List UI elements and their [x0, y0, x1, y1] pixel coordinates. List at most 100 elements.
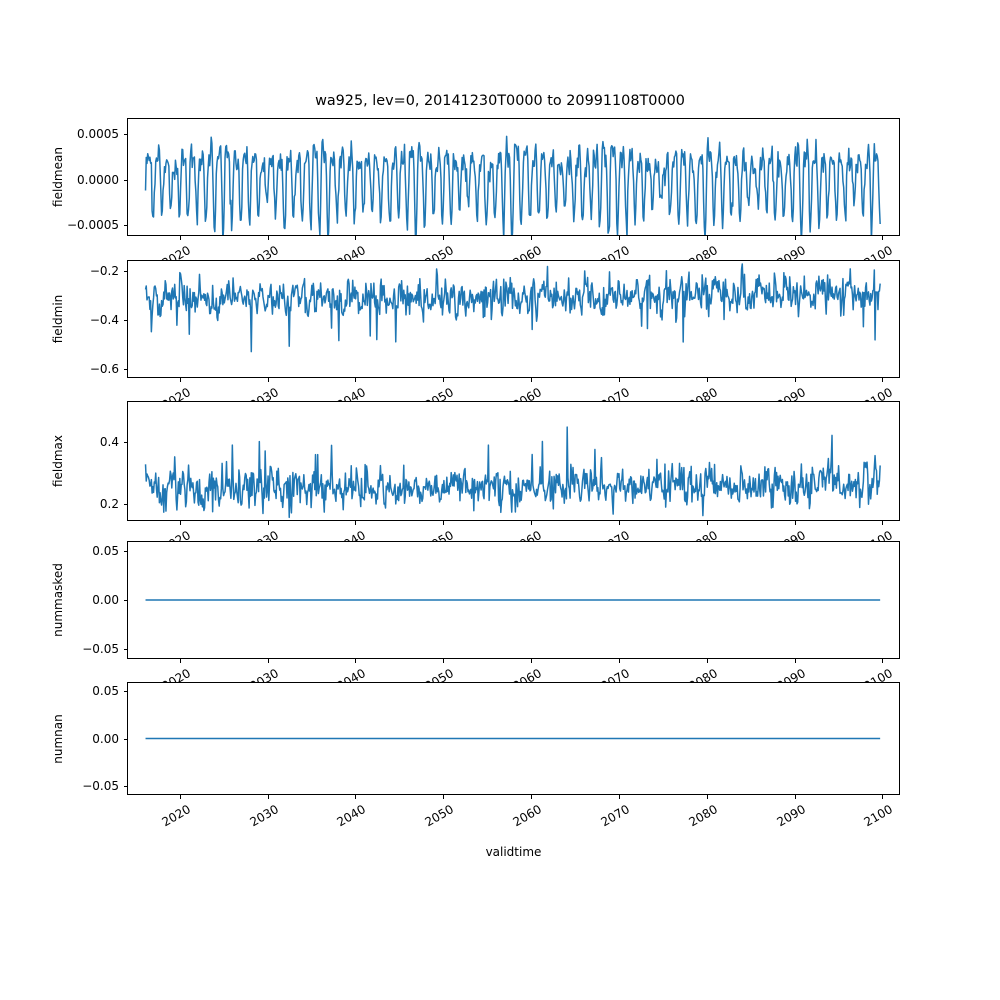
x-tick-mark — [267, 659, 269, 663]
x-tick-mark — [267, 795, 269, 799]
x-tick-mark — [618, 521, 620, 525]
x-tick-mark — [706, 521, 708, 525]
x-tick-mark — [179, 795, 181, 799]
y-tick-mark — [123, 369, 127, 371]
y-tick-label: 0.4 — [99, 434, 119, 449]
x-tick-mark — [443, 795, 445, 799]
plot-panel-fieldmin — [127, 260, 900, 378]
x-tick-mark — [179, 521, 181, 525]
y-tick-mark — [123, 503, 127, 505]
y-axis-label-fieldmin: fieldmin — [51, 294, 65, 344]
y-tick-label: −0.2 — [89, 264, 119, 279]
data-line-numnan — [145, 737, 881, 740]
y-tick-mark — [123, 271, 127, 273]
x-tick-label: 2020 — [159, 802, 193, 830]
x-tick-mark — [179, 236, 181, 240]
x-tick-mark — [355, 521, 357, 525]
x-tick-mark — [794, 378, 796, 382]
y-tick-label: −0.0005 — [66, 218, 119, 233]
x-tick-mark — [355, 378, 357, 382]
data-line-fieldmin — [144, 263, 881, 353]
x-tick-mark — [882, 795, 884, 799]
x-tick-mark — [531, 795, 533, 799]
x-tick-mark — [706, 378, 708, 382]
data-line-fieldmax — [144, 426, 881, 519]
y-axis-label-nummasked: nummasked — [51, 563, 65, 637]
y-tick-mark — [123, 785, 127, 787]
plot-panel-fieldmax — [127, 401, 900, 521]
x-tick-mark — [443, 378, 445, 382]
plot-panel-nummasked — [127, 541, 900, 659]
figure-title: wa925, lev=0, 20141230T0000 to 20991108T… — [315, 93, 685, 109]
y-tick-label: −0.6 — [89, 362, 119, 377]
x-tick-mark — [267, 521, 269, 525]
x-tick-mark — [618, 378, 620, 382]
x-tick-label: 2020 — [159, 243, 193, 260]
y-tick-mark — [123, 225, 127, 227]
y-tick-label: 0.2 — [99, 496, 119, 511]
data-line-fieldmean — [144, 135, 881, 235]
data-line-nummasked — [145, 599, 881, 601]
y-tick-label: 0.00 — [92, 731, 119, 746]
y-tick-label: −0.05 — [82, 642, 119, 657]
x-tick-mark — [706, 795, 708, 799]
x-tick-mark — [618, 236, 620, 240]
y-axis-label-numnan: numnan — [51, 713, 65, 764]
y-tick-mark — [123, 649, 127, 651]
x-tick-mark — [179, 659, 181, 663]
x-tick-mark — [531, 378, 533, 382]
x-tick-mark — [706, 236, 708, 240]
y-tick-label: −0.05 — [82, 778, 119, 793]
x-tick-mark — [794, 795, 796, 799]
plot-panel-fieldmean — [127, 118, 900, 236]
y-tick-mark — [123, 738, 127, 740]
y-tick-mark — [123, 179, 127, 181]
x-tick-mark — [882, 378, 884, 382]
y-tick-label: 0.05 — [92, 684, 119, 699]
x-tick-mark — [531, 659, 533, 663]
y-tick-label: 0.0000 — [77, 172, 119, 187]
x-tick-mark — [267, 236, 269, 240]
x-tick-mark — [618, 795, 620, 799]
x-tick-mark — [355, 236, 357, 240]
y-axis-label-fieldmean: fieldmean — [51, 147, 65, 207]
x-tick-mark — [882, 236, 884, 240]
y-tick-mark — [123, 600, 127, 601]
x-tick-mark — [355, 795, 357, 799]
x-tick-mark — [531, 236, 533, 240]
y-axis-label-fieldmax: fieldmax — [51, 434, 65, 488]
x-tick-mark — [443, 659, 445, 663]
x-tick-mark — [794, 521, 796, 525]
x-tick-mark — [267, 378, 269, 382]
x-tick-mark — [531, 521, 533, 525]
x-tick-label: 2020 — [159, 385, 193, 401]
x-tick-mark — [794, 659, 796, 663]
x-tick-mark — [443, 521, 445, 525]
x-tick-mark — [179, 378, 181, 382]
plot-panel-numnan — [127, 682, 900, 795]
x-tick-mark — [355, 659, 357, 663]
y-tick-label: 0.05 — [92, 543, 119, 558]
y-tick-label: −0.4 — [89, 313, 119, 328]
x-tick-mark — [443, 236, 445, 240]
y-tick-label: 0.0005 — [77, 127, 119, 142]
y-tick-mark — [123, 134, 127, 136]
x-tick-mark — [618, 659, 620, 663]
x-tick-label: 2020 — [78, 528, 192, 541]
y-tick-mark — [123, 691, 127, 693]
y-tick-mark — [123, 320, 127, 322]
y-tick-label: 0.00 — [92, 593, 119, 607]
x-tick-mark — [706, 659, 708, 663]
x-tick-mark — [794, 236, 796, 240]
x-tick-mark — [882, 659, 884, 663]
y-tick-mark — [123, 441, 127, 443]
x-tick-mark — [882, 521, 884, 525]
x-axis-label: validtime — [485, 845, 542, 859]
x-tick-label: 2020 — [159, 666, 193, 682]
